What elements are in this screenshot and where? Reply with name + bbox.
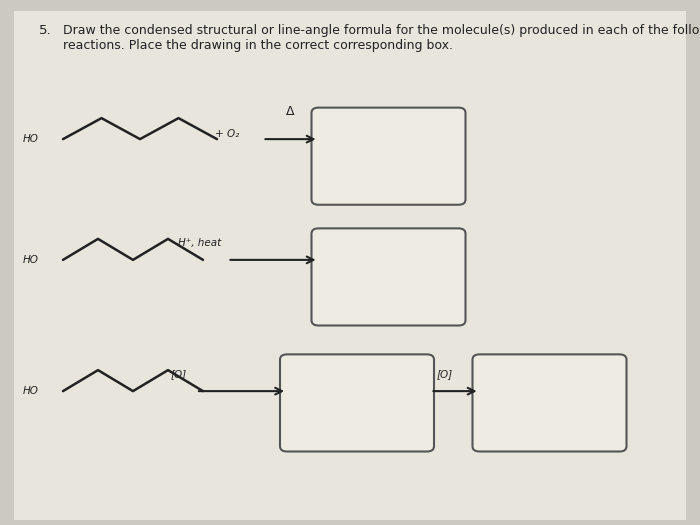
FancyBboxPatch shape: [312, 228, 466, 326]
Text: H⁺, heat: H⁺, heat: [178, 238, 221, 248]
Text: 5.: 5.: [38, 24, 51, 37]
Text: HO: HO: [22, 386, 38, 396]
FancyBboxPatch shape: [280, 354, 434, 452]
Text: Δ: Δ: [286, 105, 295, 118]
Text: HO: HO: [22, 134, 38, 144]
FancyBboxPatch shape: [312, 108, 466, 205]
Text: Draw the condensed structural or line-angle formula for the molecule(s) produced: Draw the condensed structural or line-an…: [63, 24, 700, 51]
FancyBboxPatch shape: [473, 354, 626, 452]
Text: HO: HO: [22, 255, 38, 265]
Text: [O]: [O]: [170, 369, 187, 379]
Text: + O₂: + O₂: [216, 129, 239, 139]
Text: [O]: [O]: [436, 369, 453, 379]
